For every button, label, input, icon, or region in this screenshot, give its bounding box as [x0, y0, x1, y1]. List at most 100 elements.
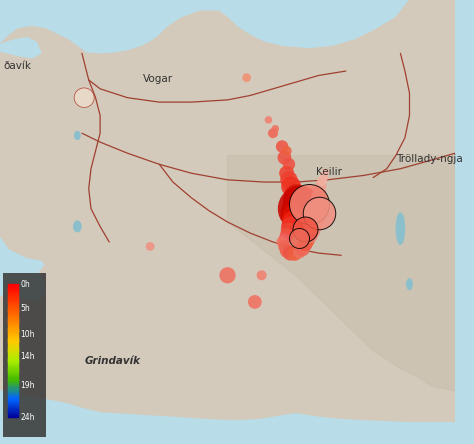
Bar — [8, 343, 18, 344]
Bar — [8, 285, 18, 286]
Bar — [8, 307, 18, 309]
Bar — [8, 341, 18, 343]
Bar — [8, 395, 18, 396]
Point — [258, 272, 265, 279]
Point — [311, 209, 319, 216]
Point — [283, 247, 291, 254]
Bar — [8, 406, 18, 408]
Text: 14h: 14h — [20, 352, 35, 361]
Point — [278, 238, 286, 246]
Polygon shape — [0, 391, 455, 444]
Point — [321, 169, 329, 176]
Bar — [8, 378, 18, 380]
Point — [306, 201, 313, 208]
Text: 24h: 24h — [20, 413, 35, 422]
Bar — [8, 303, 18, 304]
Bar — [8, 319, 18, 321]
Text: Keilir: Keilir — [316, 167, 342, 178]
Bar — [8, 299, 18, 301]
Bar — [8, 414, 18, 415]
Text: 19h: 19h — [20, 381, 35, 390]
Bar — [8, 298, 18, 300]
Bar — [8, 384, 18, 385]
Bar — [8, 408, 18, 409]
Bar — [8, 292, 18, 293]
Point — [305, 237, 312, 244]
Bar — [8, 353, 18, 355]
Bar — [8, 313, 18, 314]
Point — [224, 272, 231, 279]
Point — [290, 218, 297, 226]
Point — [297, 201, 304, 208]
Bar — [8, 405, 18, 406]
Point — [292, 192, 300, 199]
Point — [315, 210, 322, 217]
Bar — [8, 339, 18, 341]
Bar — [8, 286, 18, 288]
Polygon shape — [0, 266, 46, 302]
Bar — [8, 335, 18, 337]
Bar — [8, 400, 18, 402]
Ellipse shape — [396, 213, 404, 244]
Point — [319, 178, 326, 185]
Bar — [8, 329, 18, 331]
Point — [283, 147, 291, 155]
Bar — [8, 407, 18, 408]
Point — [281, 236, 288, 243]
Bar — [8, 401, 18, 403]
Point — [287, 223, 295, 230]
Bar — [8, 348, 18, 350]
Polygon shape — [0, 0, 455, 444]
Bar — [8, 331, 18, 333]
Text: 5h: 5h — [20, 304, 30, 313]
Bar — [8, 309, 18, 311]
Bar — [8, 353, 18, 354]
Bar — [8, 338, 18, 340]
Bar — [8, 376, 18, 377]
Bar — [8, 301, 18, 303]
Point — [302, 241, 310, 248]
Polygon shape — [0, 38, 41, 58]
Bar — [8, 415, 18, 416]
Bar — [8, 301, 18, 302]
Point — [281, 154, 288, 161]
Bar — [8, 366, 18, 368]
Point — [251, 298, 259, 305]
Bar — [8, 358, 18, 360]
FancyBboxPatch shape — [3, 273, 46, 437]
Ellipse shape — [407, 279, 412, 289]
Bar — [8, 310, 18, 312]
Text: 10h: 10h — [20, 330, 35, 339]
Bar — [8, 355, 18, 356]
Bar — [8, 365, 18, 366]
Bar — [8, 306, 18, 307]
Point — [310, 214, 318, 221]
Point — [294, 210, 302, 217]
Bar — [8, 397, 18, 399]
Text: 0h: 0h — [20, 280, 30, 289]
Bar — [8, 364, 18, 365]
Point — [285, 176, 293, 183]
Bar — [8, 305, 18, 306]
Bar — [8, 315, 18, 316]
Bar — [8, 368, 18, 369]
Bar — [8, 357, 18, 359]
Bar — [8, 324, 18, 325]
Ellipse shape — [74, 221, 81, 232]
Bar — [8, 356, 18, 357]
Point — [287, 183, 295, 190]
Point — [285, 227, 293, 234]
Point — [294, 196, 302, 203]
Bar — [8, 294, 18, 295]
Bar — [8, 289, 18, 291]
Bar — [8, 336, 18, 337]
Point — [290, 187, 297, 194]
Point — [316, 187, 324, 194]
Point — [312, 203, 320, 210]
Point — [272, 125, 279, 132]
Point — [317, 182, 325, 189]
Point — [315, 192, 322, 199]
Bar — [8, 377, 18, 378]
Bar — [8, 362, 18, 364]
Bar — [8, 389, 18, 391]
